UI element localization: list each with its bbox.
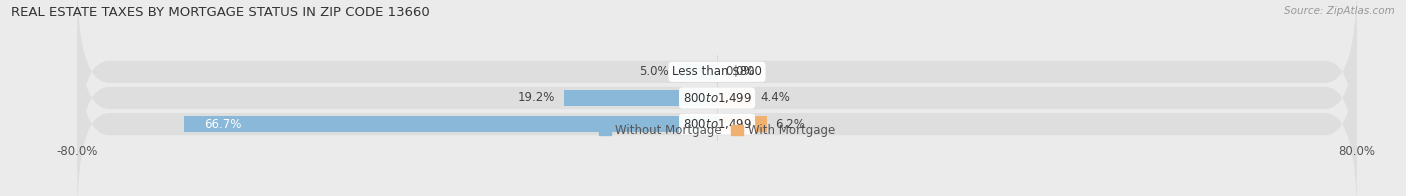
Legend: Without Mortgage, With Mortgage: Without Mortgage, With Mortgage [595, 120, 839, 142]
FancyBboxPatch shape [77, 5, 1357, 191]
Text: REAL ESTATE TAXES BY MORTGAGE STATUS IN ZIP CODE 13660: REAL ESTATE TAXES BY MORTGAGE STATUS IN … [11, 6, 430, 19]
Text: Source: ZipAtlas.com: Source: ZipAtlas.com [1284, 6, 1395, 16]
Bar [184, 116, 717, 132]
Text: 5.0%: 5.0% [640, 65, 669, 78]
FancyBboxPatch shape [77, 31, 1357, 196]
Bar [678, 64, 717, 80]
Bar [717, 90, 752, 106]
Text: $800 to $1,499: $800 to $1,499 [682, 91, 752, 105]
Text: 0.0%: 0.0% [725, 65, 755, 78]
Bar [717, 116, 766, 132]
Text: 4.4%: 4.4% [761, 92, 790, 104]
FancyBboxPatch shape [77, 0, 1357, 165]
Text: 19.2%: 19.2% [519, 92, 555, 104]
Text: 6.2%: 6.2% [775, 118, 804, 131]
Text: 66.7%: 66.7% [204, 118, 240, 131]
Text: $800 to $1,499: $800 to $1,499 [682, 117, 752, 131]
Text: Less than $800: Less than $800 [672, 65, 762, 78]
Bar [564, 90, 717, 106]
